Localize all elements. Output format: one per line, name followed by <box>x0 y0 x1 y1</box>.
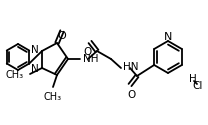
Text: O: O <box>128 90 136 100</box>
Text: O: O <box>58 31 66 41</box>
Text: N: N <box>31 45 39 55</box>
Text: N: N <box>164 32 172 42</box>
Text: N: N <box>31 64 39 74</box>
Text: H: H <box>189 74 197 84</box>
Text: CH₃: CH₃ <box>6 70 24 80</box>
Text: HN: HN <box>123 62 139 72</box>
Text: Cl: Cl <box>193 81 203 91</box>
Text: NH: NH <box>83 54 99 64</box>
Text: O: O <box>84 47 92 57</box>
Text: CH₃: CH₃ <box>44 92 62 102</box>
